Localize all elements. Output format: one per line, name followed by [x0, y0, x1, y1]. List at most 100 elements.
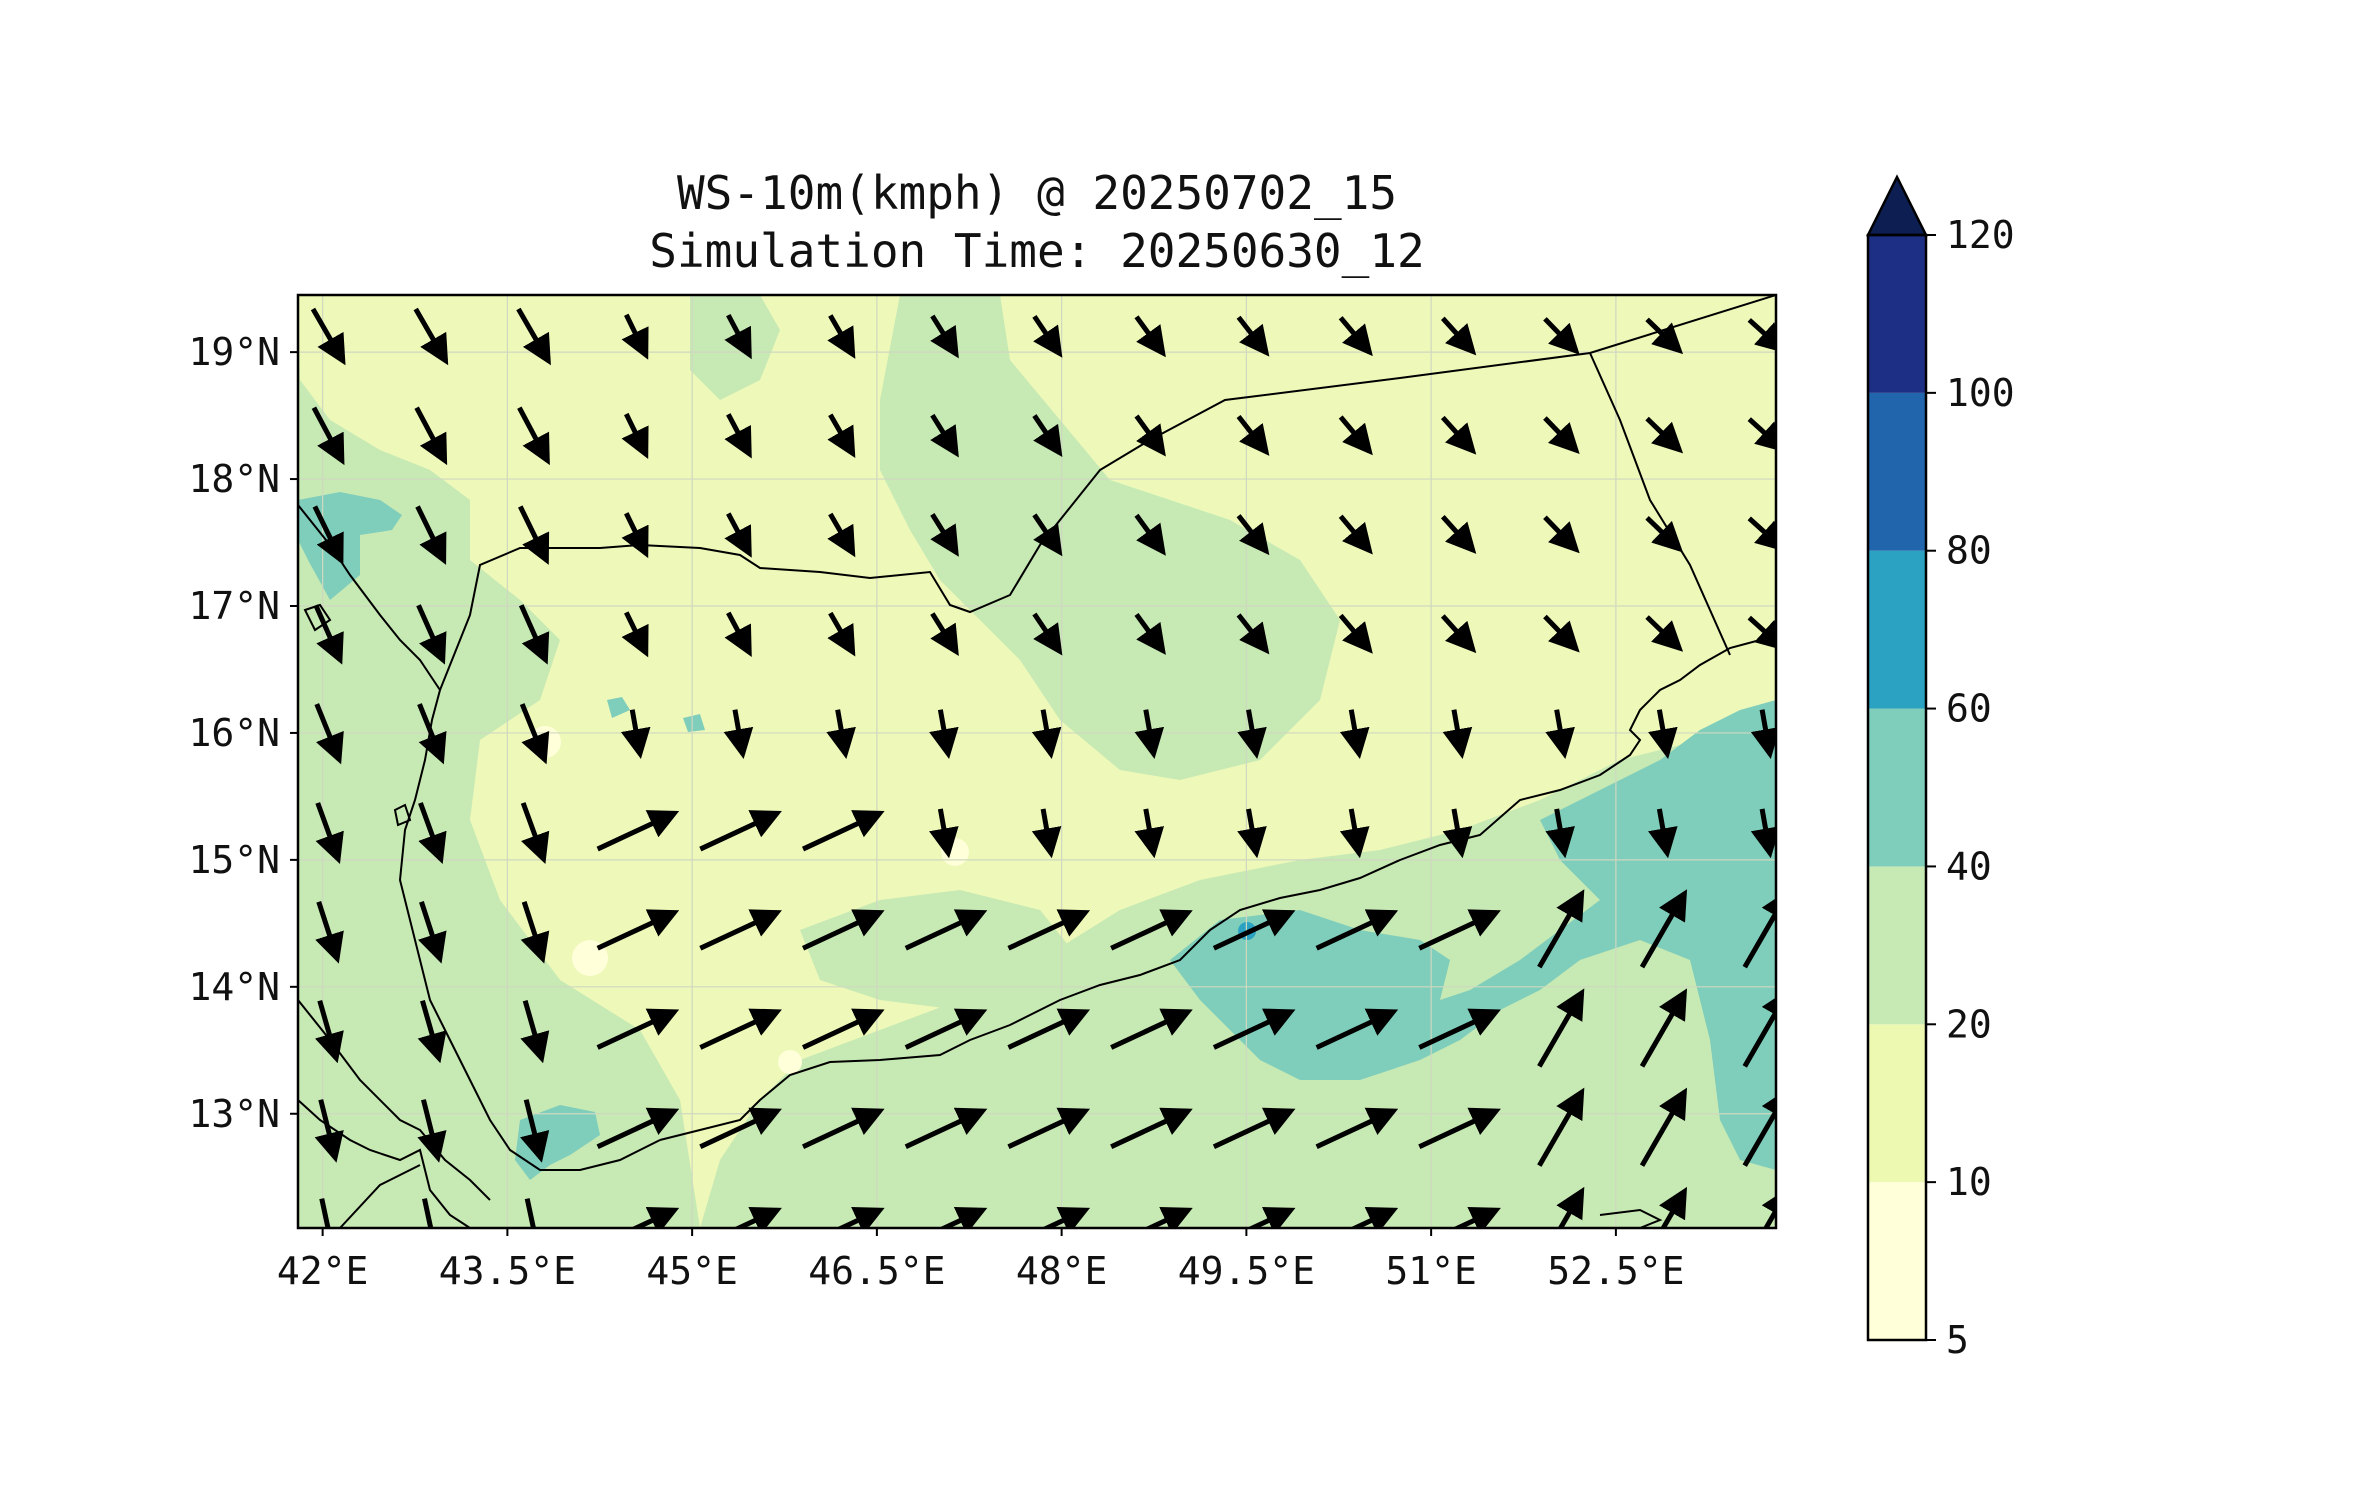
wind-vector-arrow	[1645, 416, 1684, 454]
wind-vector-arrow	[417, 1000, 447, 1064]
wind-vector-arrow	[1556, 1186, 1585, 1228]
colorbar-segment	[1868, 1182, 1926, 1340]
lon-tick-label: 51°E	[1385, 1249, 1477, 1293]
wind-vector-arrow	[1246, 1207, 1296, 1228]
wind-vector-arrow	[1338, 415, 1373, 456]
colorbar-segment	[1868, 550, 1926, 709]
wind-vectors	[310, 307, 1776, 1228]
wind-vector-arrow	[1750, 709, 1776, 759]
somalia-coast	[339, 1164, 421, 1228]
wind-vector-arrow	[1645, 317, 1684, 355]
wind-vector-arrow	[518, 505, 550, 565]
wind-vector-arrow	[1031, 808, 1062, 859]
wind-vector-arrow	[1338, 613, 1373, 654]
lat-tick-label: 17°N	[188, 584, 280, 628]
contour-region-central	[880, 295, 1340, 780]
wind-vector-arrow	[414, 406, 448, 466]
colorbar-segment	[1868, 235, 1926, 393]
wind-vector-arrow	[1418, 1107, 1501, 1150]
lat-tick-label: 19°N	[188, 330, 280, 374]
wind-vector-arrow	[1639, 988, 1688, 1068]
map-frame	[296, 293, 1778, 1230]
colorbar-tick-label: 60	[1946, 687, 1992, 731]
colorbar-frame	[1866, 233, 1928, 1342]
wind-vector-arrow	[313, 604, 344, 665]
wind-vector-arrow	[1537, 1087, 1585, 1167]
wind-vector-arrow	[1639, 889, 1688, 969]
wind-vector-arrow	[621, 611, 649, 658]
coastlines-and-borders	[298, 295, 1776, 1228]
wind-vector-arrow	[1315, 1008, 1399, 1050]
wind-vector-arrow	[1007, 909, 1091, 951]
wind-vector-arrow	[517, 406, 550, 466]
wind-vector-arrow	[621, 313, 649, 360]
wind-vector-arrow	[1338, 514, 1373, 555]
wind-vector-arrow	[621, 412, 649, 459]
wind-vector-arrow	[1339, 709, 1370, 759]
colorbar-segment	[1868, 708, 1926, 867]
wind-vector-arrow	[1032, 513, 1063, 557]
wind-vector-arrow	[1134, 315, 1166, 358]
wind-vector-arrow	[413, 307, 449, 366]
wind-vector-arrow	[1442, 709, 1473, 759]
wind-vector-arrow	[1543, 317, 1580, 355]
wind-vector-arrow	[1750, 808, 1776, 859]
wind-vector-arrow	[621, 512, 649, 559]
wind-vector-arrow	[1545, 709, 1575, 759]
wind-vector-arrow	[835, 1207, 885, 1228]
wind-vector-arrow	[1537, 988, 1585, 1068]
wind-vector-arrow	[520, 1099, 550, 1163]
wind-vector-arrow	[1545, 808, 1575, 859]
wind-vector-arrow	[723, 709, 754, 759]
lon-tick-label: 46.5°E	[808, 1249, 945, 1293]
wind-vector-arrow	[1418, 909, 1501, 951]
map-panel: 42°E 43.5°E 45°E 46.5°E 48°E 49.5°E 51°E 52.5°E…	[188, 293, 1778, 1293]
wind-vector-arrow	[1032, 612, 1063, 656]
lat-tick-label: 15°N	[188, 838, 280, 882]
wind-vector-arrow	[1349, 1207, 1399, 1228]
wind-vector-arrow	[315, 901, 344, 964]
wind-vector-arrow	[1339, 808, 1370, 859]
wind-vector-arrow	[1007, 1008, 1091, 1050]
wind-vector-arrow	[930, 513, 959, 557]
lat-tick-label: 18°N	[188, 457, 280, 501]
wind-vector-arrow	[1212, 909, 1296, 951]
wind-vector-arrow	[1338, 316, 1373, 357]
wind-vector-arrow	[314, 703, 344, 765]
south-coast	[659, 637, 1776, 1141]
lon-tick-label: 45°E	[646, 1249, 738, 1293]
colorbar-tick-label: 40	[1946, 844, 1992, 888]
wind-vector-arrow	[929, 808, 959, 859]
wind-vector-arrow	[1032, 314, 1063, 358]
wind-vector-arrow	[417, 901, 447, 964]
wind-vector-arrow	[699, 1008, 782, 1050]
wind-vector-arrow	[1747, 318, 1776, 354]
wind-vector-arrow	[310, 307, 346, 366]
socotra-coast	[1599, 1208, 1663, 1228]
wind-vector-arrow	[596, 909, 680, 951]
wind-vector-arrow	[1110, 1008, 1193, 1050]
wind-vector-arrow	[596, 1008, 680, 1050]
wind-vector-arrow	[1543, 515, 1580, 554]
lon-tick-label: 42°E	[277, 1249, 369, 1293]
wind-vector-arrow	[596, 810, 680, 852]
wind-vector-arrow	[732, 1207, 782, 1228]
wind-vector-arrow	[929, 709, 959, 759]
wind-vector-arrow	[930, 413, 959, 458]
wind-vector-arrow	[415, 505, 447, 565]
wind-vector-arrow	[1442, 808, 1473, 859]
wind-vector-arrow	[1031, 709, 1062, 759]
wind-vector-arrow	[1134, 808, 1165, 859]
colorbar-segment	[1868, 1024, 1926, 1183]
wind-vector-arrow	[1659, 1186, 1688, 1228]
wind-vector-arrow	[1648, 808, 1678, 859]
colorbar-tick-label: 10	[1946, 1160, 1992, 1204]
colorbar-extend-triangle	[1865, 174, 1929, 237]
wind-vector-arrow	[630, 1207, 680, 1228]
colorbar-tick-label: 100	[1946, 371, 2015, 415]
wind-vector-arrow	[1212, 1107, 1296, 1150]
wind-vector-arrow	[1041, 1207, 1091, 1228]
wind-vector-arrow	[417, 1099, 447, 1163]
wind-vector-arrow	[1639, 1087, 1688, 1167]
